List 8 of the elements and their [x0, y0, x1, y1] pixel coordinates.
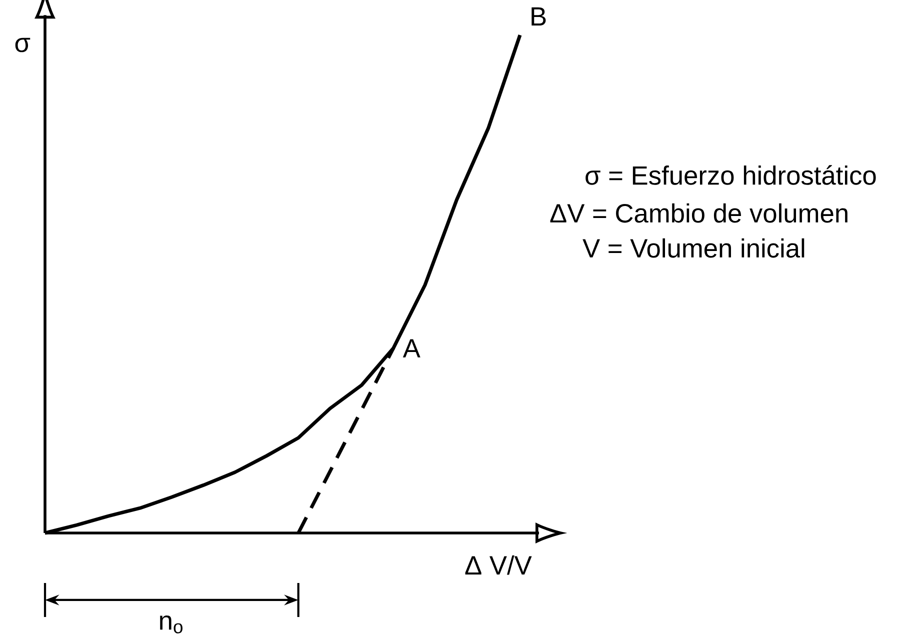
- y-axis-title: σ: [15, 38, 30, 52]
- text: V = Volumen inicial: [582, 238, 804, 258]
- text: B: [532, 7, 546, 26]
- x-axis-title: Δ V/V: [465, 555, 532, 575]
- text: ΔV = Cambio de volumen: [550, 203, 848, 223]
- text: n$_{o}$: [160, 616, 182, 634]
- text: σ = Esfuerzo hidrostático: [586, 165, 876, 185]
- annotation: A: [402, 339, 420, 358]
